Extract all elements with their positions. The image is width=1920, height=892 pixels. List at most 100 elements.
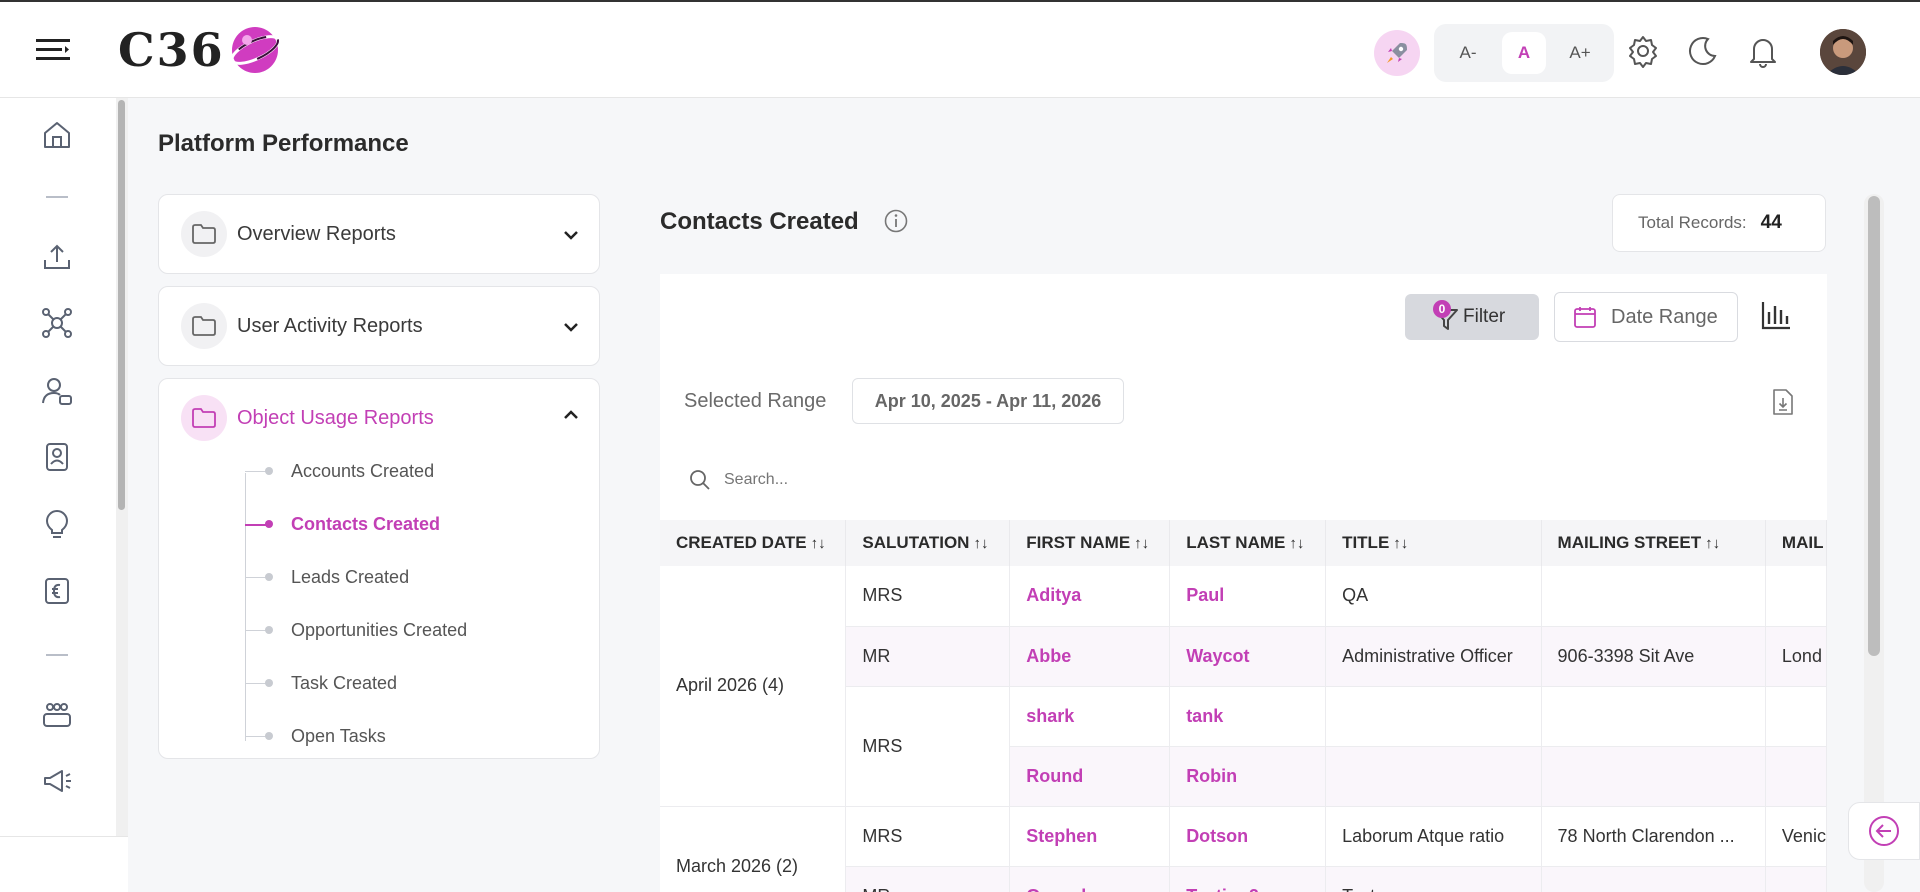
rocket-icon <box>1387 43 1407 63</box>
team-icon[interactable] <box>40 698 74 732</box>
last-name-link[interactable]: Dotson <box>1169 806 1327 867</box>
home-icon[interactable] <box>40 118 74 152</box>
first-name-link[interactable]: Round <box>1009 746 1171 807</box>
user-activity-reports-accordion: User Activity Reports <box>158 286 600 366</box>
title-cell <box>1325 746 1542 807</box>
sort-icon[interactable]: ↑↓ <box>1289 535 1305 552</box>
dark-mode-moon-icon[interactable] <box>1686 34 1720 68</box>
sort-icon[interactable]: ↑↓ <box>973 535 989 552</box>
first-name-link[interactable]: Stephen <box>1009 806 1171 867</box>
column-header-created-date[interactable]: CREATED DATE ↑↓ <box>660 520 847 566</box>
object-usage-reports-header[interactable]: Object Usage Reports <box>159 379 599 457</box>
users-manage-icon[interactable] <box>40 374 74 408</box>
folder-icon-wrap <box>181 395 227 441</box>
folder-icon-wrap <box>181 211 227 257</box>
contact-card-icon[interactable] <box>40 440 74 474</box>
column-header-title[interactable]: TITLE ↑↓ <box>1325 520 1542 566</box>
user-activity-reports-header[interactable]: User Activity Reports <box>159 287 599 365</box>
report-item-label: Opportunities Created <box>291 620 468 640</box>
font-increase-button[interactable]: A+ <box>1569 43 1591 62</box>
font-size-switcher: A- A A+ <box>1434 24 1614 82</box>
billing-icon[interactable] <box>40 574 74 608</box>
folder-icon-wrap <box>181 303 227 349</box>
overview-reports-title: Overview Reports <box>237 222 396 245</box>
settings-gear-icon[interactable] <box>1626 34 1660 68</box>
selected-range-value: Apr 10, 2025 - Apr 11, 2026 <box>852 378 1124 424</box>
sidebar-scroll-thumb[interactable] <box>118 100 125 510</box>
street-cell <box>1541 746 1766 807</box>
column-header-salutation[interactable]: SALUTATION ↑↓ <box>845 520 1011 566</box>
chevron-up-icon[interactable] <box>561 405 581 425</box>
menu-toggle-icon[interactable] <box>36 36 70 66</box>
sort-icon[interactable]: ↑↓ <box>810 535 826 552</box>
first-name-link[interactable]: Ganesh <box>1009 866 1171 892</box>
column-label: MAIL <box>1781 533 1824 552</box>
rocket-button[interactable] <box>1374 30 1420 76</box>
first-name-link[interactable]: shark <box>1009 686 1171 747</box>
column-label: SALUTATION <box>862 533 970 552</box>
filter-button[interactable]: 0 Filter <box>1405 294 1539 340</box>
last-name-link[interactable]: Testing2 <box>1169 866 1327 892</box>
logo-text: C36 <box>118 23 225 77</box>
chevron-down-icon[interactable] <box>561 225 581 245</box>
report-item-task-created[interactable]: Task Created <box>159 657 599 710</box>
sort-icon[interactable]: ↑↓ <box>1705 535 1721 552</box>
collapse-panel-button[interactable] <box>1848 802 1920 860</box>
title-cell: Tester <box>1325 866 1542 892</box>
upload-icon[interactable] <box>40 240 74 274</box>
notifications-bell-icon[interactable] <box>1746 34 1780 68</box>
calendar-icon <box>1574 307 1596 328</box>
table-row: MR Abbe Waycot Administrative Officer 90… <box>660 626 1827 687</box>
sidebar-divider <box>46 654 68 656</box>
table-row: MR Ganesh Testing2 Tester <box>660 866 1827 892</box>
overview-reports-accordion: Overview Reports <box>158 194 600 274</box>
avatar-icon <box>1820 29 1866 75</box>
table-row: March 2026 (2) MRS Stephen Dotson Laboru… <box>660 806 1827 892</box>
download-file-icon[interactable] <box>1770 388 1796 416</box>
font-default-button[interactable]: A <box>1502 32 1546 74</box>
street-cell: 906-3398 Sit Ave <box>1541 626 1766 687</box>
user-avatar[interactable] <box>1820 29 1866 75</box>
date-range-label: Date Range <box>1611 305 1718 328</box>
salutation-cell: MRS <box>845 686 1011 807</box>
first-name-link[interactable]: Abbe <box>1009 626 1171 687</box>
info-icon[interactable] <box>883 208 909 234</box>
sort-icon[interactable]: ↑↓ <box>1393 535 1409 552</box>
salutation-cell: MRS <box>845 566 1011 627</box>
megaphone-icon[interactable] <box>40 764 74 798</box>
chevron-down-icon[interactable] <box>561 317 581 337</box>
report-item-opportunities-created[interactable]: Opportunities Created <box>159 604 599 657</box>
street-cell <box>1541 866 1766 892</box>
last-name-link[interactable]: Waycot <box>1169 626 1327 687</box>
network-hub-icon[interactable] <box>40 306 74 340</box>
last-name-link[interactable]: Robin <box>1169 746 1327 807</box>
report-item-accounts-created[interactable]: Accounts Created <box>159 445 599 498</box>
lightbulb-icon[interactable] <box>40 508 74 542</box>
app-logo[interactable]: C36 <box>118 20 281 80</box>
font-decrease-button[interactable]: A- <box>1459 43 1477 62</box>
content-scroll-thumb[interactable] <box>1868 196 1880 656</box>
overview-reports-header[interactable]: Overview Reports <box>159 195 599 273</box>
sidebar-scrollbar[interactable] <box>116 98 128 892</box>
group-cell: April 2026 (4) <box>660 566 847 807</box>
column-header-first-name[interactable]: FIRST NAME ↑↓ <box>1009 520 1171 566</box>
report-item-leads-created[interactable]: Leads Created <box>159 551 599 604</box>
report-item-contacts-created[interactable]: Contacts Created <box>159 498 599 551</box>
last-name-link[interactable]: tank <box>1169 686 1327 747</box>
street-cell: 78 North Clarendon ... <box>1541 806 1766 867</box>
last-name-link[interactable]: Paul <box>1169 566 1327 627</box>
bar-chart-icon[interactable] <box>1758 298 1794 334</box>
column-label: CREATED DATE <box>676 533 807 552</box>
search-input[interactable] <box>724 471 1224 489</box>
column-header-last-name[interactable]: LAST NAME ↑↓ <box>1169 520 1327 566</box>
first-name-link[interactable]: Aditya <box>1009 566 1171 627</box>
column-header-mailing-city[interactable]: MAIL <box>1765 520 1827 566</box>
content-scrollbar[interactable] <box>1864 194 1884 892</box>
report-item-open-tasks[interactable]: Open Tasks <box>159 710 599 763</box>
report-title: Contacts Created <box>660 208 859 235</box>
date-range-button[interactable]: Date Range <box>1554 292 1738 342</box>
search-icon <box>690 470 710 490</box>
column-header-mailing-street[interactable]: MAILING STREET ↑↓ <box>1541 520 1766 566</box>
sort-icon[interactable]: ↑↓ <box>1134 535 1150 552</box>
filter-funnel-icon <box>1434 309 1458 330</box>
